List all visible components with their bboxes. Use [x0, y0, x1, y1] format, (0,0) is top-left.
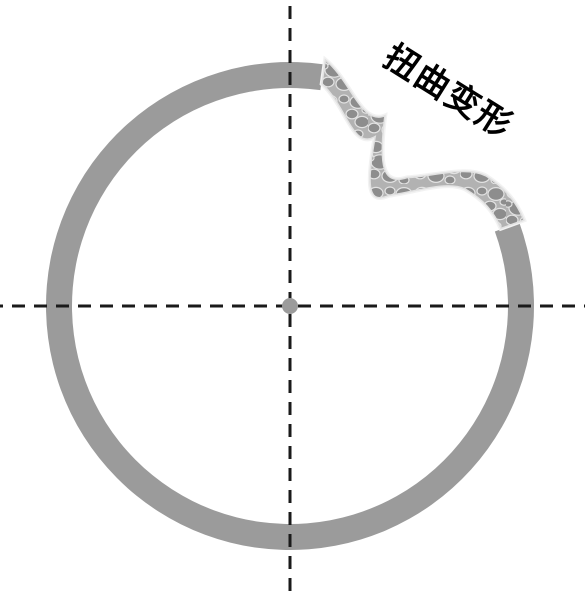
center-dot — [282, 298, 298, 314]
diagram-stage: 扭曲变形 — [0, 0, 585, 597]
